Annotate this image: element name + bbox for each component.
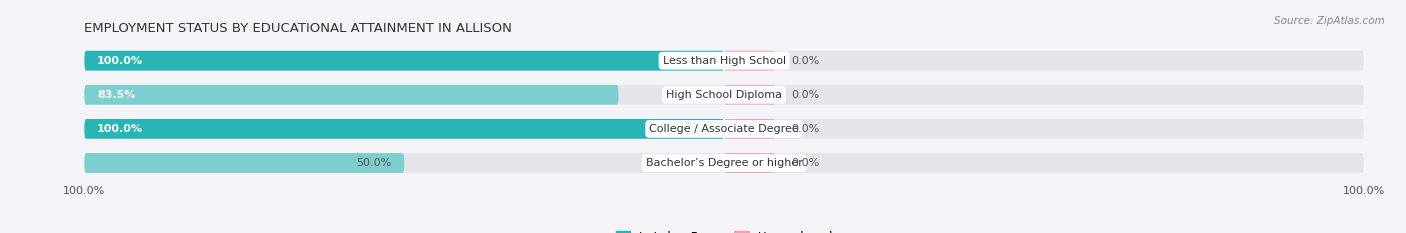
Text: 0.0%: 0.0% xyxy=(792,56,820,66)
Text: High School Diploma: High School Diploma xyxy=(666,90,782,100)
FancyBboxPatch shape xyxy=(84,153,1364,173)
Bar xyxy=(84,112,1364,146)
FancyBboxPatch shape xyxy=(84,153,405,173)
Text: College / Associate Degree: College / Associate Degree xyxy=(650,124,799,134)
Text: 50.0%: 50.0% xyxy=(356,158,391,168)
Text: 0.0%: 0.0% xyxy=(792,90,820,100)
Text: 100.0%: 100.0% xyxy=(97,56,143,66)
Legend: In Labor Force, Unemployed: In Labor Force, Unemployed xyxy=(610,226,838,233)
Text: Source: ZipAtlas.com: Source: ZipAtlas.com xyxy=(1274,16,1385,26)
Text: 100.0%: 100.0% xyxy=(97,124,143,134)
Bar xyxy=(84,146,1364,180)
Text: 83.5%: 83.5% xyxy=(97,90,135,100)
FancyBboxPatch shape xyxy=(724,153,775,173)
Text: Bachelor’s Degree or higher: Bachelor’s Degree or higher xyxy=(645,158,803,168)
Text: Less than High School: Less than High School xyxy=(662,56,786,66)
FancyBboxPatch shape xyxy=(724,85,775,105)
Bar xyxy=(84,78,1364,112)
FancyBboxPatch shape xyxy=(84,51,1364,71)
FancyBboxPatch shape xyxy=(84,119,1364,139)
FancyBboxPatch shape xyxy=(724,119,775,139)
FancyBboxPatch shape xyxy=(84,119,724,139)
Text: EMPLOYMENT STATUS BY EDUCATIONAL ATTAINMENT IN ALLISON: EMPLOYMENT STATUS BY EDUCATIONAL ATTAINM… xyxy=(84,22,512,35)
FancyBboxPatch shape xyxy=(84,85,1364,105)
Text: 0.0%: 0.0% xyxy=(792,124,820,134)
FancyBboxPatch shape xyxy=(724,51,775,71)
FancyBboxPatch shape xyxy=(84,85,619,105)
FancyBboxPatch shape xyxy=(84,51,724,71)
Bar xyxy=(84,44,1364,78)
Text: 0.0%: 0.0% xyxy=(792,158,820,168)
